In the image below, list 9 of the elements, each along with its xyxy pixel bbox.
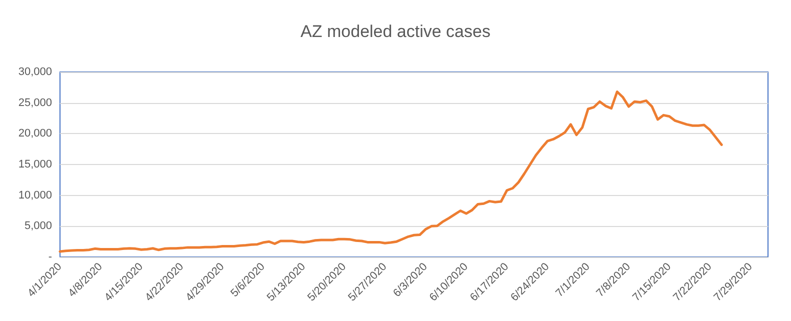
y-tick-label: 10,000 — [18, 189, 52, 202]
y-tick-label: 25,000 — [18, 96, 52, 109]
y-tick-label: 20,000 — [18, 128, 52, 140]
y-tick-label: 5,000 — [24, 220, 52, 232]
chart-title: AZ modeled active cases — [300, 22, 490, 41]
line-series — [58, 90, 723, 253]
y-tick-label: - — [48, 251, 52, 263]
y-tick-label: 15,000 — [18, 158, 52, 170]
y-tick-label: 30,000 — [18, 66, 52, 78]
